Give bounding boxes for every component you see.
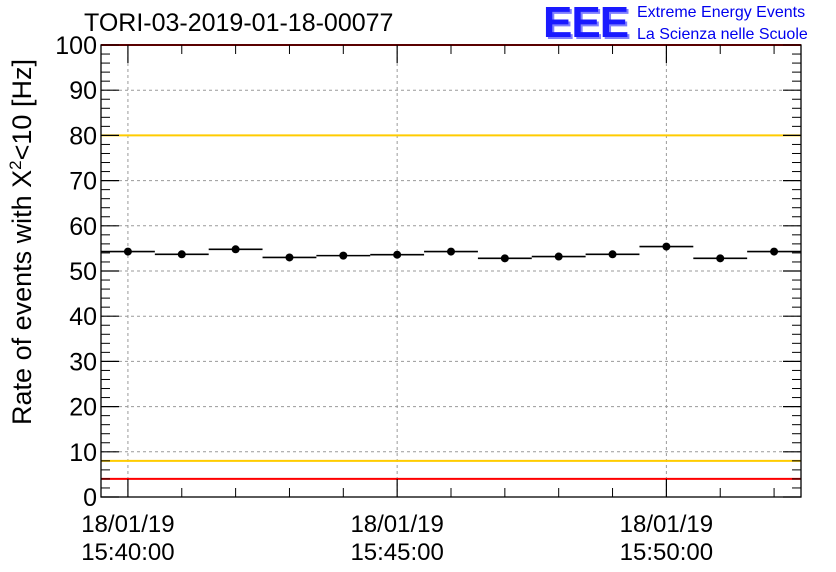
y-tick-label: 50 bbox=[69, 258, 97, 286]
data-point-marker bbox=[285, 253, 294, 262]
chart-title: TORI-03-2019-01-18-00077 bbox=[84, 9, 394, 37]
data-point-marker bbox=[662, 242, 671, 251]
x-tick-label-time: 15:50:00 bbox=[620, 539, 713, 566]
grid-lines bbox=[101, 45, 801, 497]
y-tick-label: 100 bbox=[55, 32, 97, 60]
x-tick-label-time: 15:45:00 bbox=[350, 539, 443, 566]
y-axis-label-main: Rate of events with X bbox=[7, 169, 37, 425]
data-points bbox=[101, 242, 801, 263]
reference-lines bbox=[101, 44, 801, 480]
y-tick-label: 30 bbox=[69, 348, 97, 376]
y-axis-label-sup: 2 bbox=[6, 160, 25, 170]
data-point-marker bbox=[393, 250, 402, 259]
y-tick-label: 90 bbox=[69, 77, 97, 105]
axis-ticks bbox=[101, 44, 801, 498]
data-point-marker bbox=[716, 254, 725, 263]
logo-mark: EEE bbox=[543, 0, 629, 47]
data-point-marker bbox=[554, 252, 563, 261]
data-point-marker bbox=[123, 247, 132, 256]
x-tick-label-date: 18/01/19 bbox=[81, 511, 174, 538]
x-tick-label-time: 15:40:00 bbox=[81, 539, 174, 566]
x-tick-label-date: 18/01/19 bbox=[350, 511, 443, 538]
data-point-marker bbox=[339, 251, 348, 260]
y-tick-label: 70 bbox=[69, 168, 97, 196]
y-axis-label: Rate of events with X2<10 [Hz] bbox=[6, 59, 38, 425]
data-point-marker bbox=[608, 250, 617, 259]
data-point-marker bbox=[500, 254, 509, 263]
data-point-marker bbox=[770, 247, 779, 256]
data-point-marker bbox=[231, 245, 240, 254]
logo-line-2: La Scienza nelle Scuole bbox=[637, 26, 808, 43]
eee-logo: EEE Extreme Energy Events La Scienza nel… bbox=[543, 0, 833, 47]
y-axis-label-tail: <10 [Hz] bbox=[7, 59, 37, 161]
data-point-marker bbox=[447, 247, 455, 256]
y-tick-label: 20 bbox=[69, 394, 97, 422]
y-tick-label: 80 bbox=[69, 122, 97, 150]
x-tick-label-date: 18/01/19 bbox=[620, 511, 713, 538]
y-tick-label: 40 bbox=[69, 303, 97, 331]
y-tick-label: 60 bbox=[69, 213, 97, 241]
data-point-marker bbox=[177, 250, 186, 259]
logo-line-1: Extreme Energy Events bbox=[637, 4, 806, 21]
y-tick-label: 10 bbox=[69, 439, 97, 467]
y-tick-label: 0 bbox=[83, 484, 97, 512]
tick-labels: 010203040506070809010018/01/1915:40:0018… bbox=[55, 32, 713, 566]
